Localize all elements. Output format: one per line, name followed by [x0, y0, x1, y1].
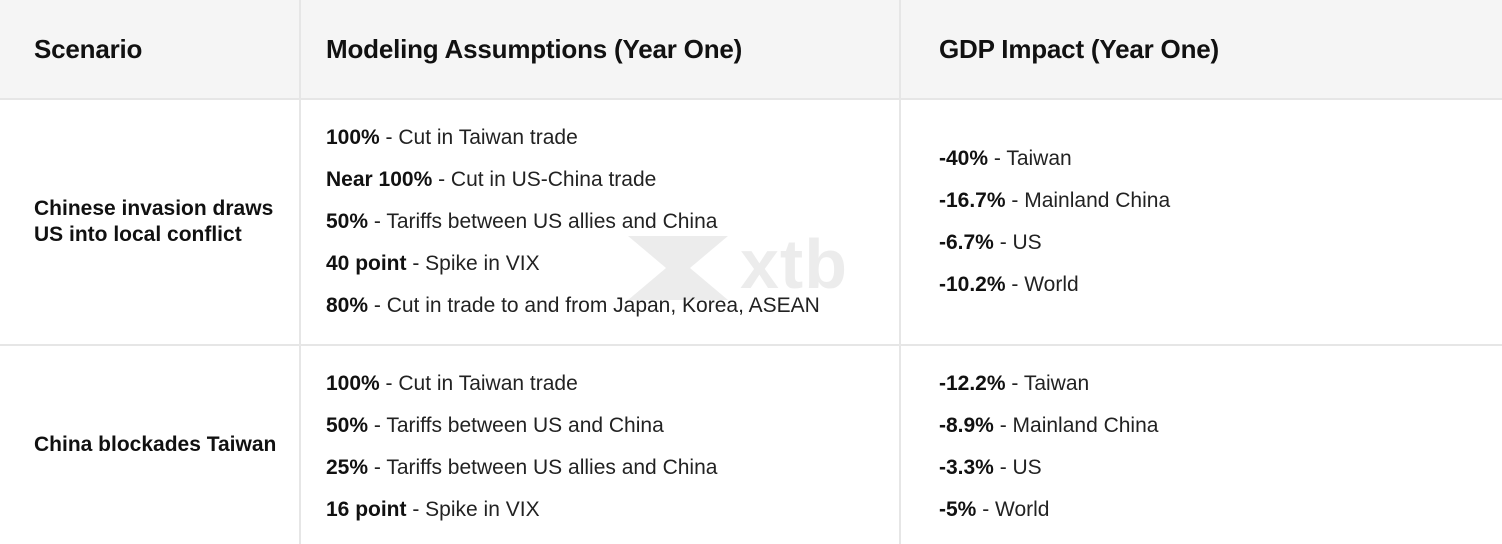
gdp-impact-cell: -12.2% - Taiwan -8.9% - Mainland China -…: [900, 345, 1502, 544]
impact-text: - Taiwan: [988, 147, 1072, 170]
impact-item: -6.7% - US: [939, 222, 1502, 264]
impact-item: -10.2% - World: [939, 264, 1502, 306]
impact-item: -40% - Taiwan: [939, 138, 1502, 180]
assumption-item: 80% - Cut in trade to and from Japan, Ko…: [326, 285, 899, 327]
impact-text: - Taiwan: [1005, 372, 1090, 395]
assumption-value: 50%: [326, 414, 369, 437]
impact-value: -6.7%: [939, 231, 994, 254]
assumption-text: - Cut in Taiwan trade: [379, 372, 578, 395]
assumption-value: 40 point: [326, 252, 407, 275]
impact-text: - Mainland China: [1005, 189, 1171, 212]
table-body: Chinese invasion draws US into local con…: [0, 99, 1502, 544]
impact-text: - Mainland China: [993, 414, 1159, 437]
assumption-item: Near 100% - Cut in US-China trade: [326, 159, 899, 201]
header-scenario: Scenario: [0, 0, 301, 100]
impact-value: -12.2%: [939, 372, 1006, 395]
assumption-text: - Cut in Taiwan trade: [379, 126, 578, 149]
table-header: Scenario Modeling Assumptions (Year One)…: [0, 0, 1502, 100]
impact-item: -3.3% - US: [939, 447, 1502, 489]
impact-text: - World: [976, 498, 1050, 521]
assumption-value: 100%: [326, 372, 380, 395]
assumption-item: 25% - Tariffs between US allies and Chin…: [326, 447, 899, 489]
assumption-value: 80%: [326, 294, 369, 317]
assumptions-cell: 100% - Cut in Taiwan trade Near 100% - C…: [300, 99, 901, 346]
table-row: China blockades Taiwan 100% - Cut in Tai…: [0, 345, 1502, 544]
assumption-item: 16 point - Spike in VIX: [326, 489, 899, 531]
header-row: Scenario Modeling Assumptions (Year One)…: [0, 0, 1502, 100]
impact-value: -3.3%: [939, 456, 994, 479]
assumption-value: 16 point: [326, 498, 407, 521]
impact-value: -8.9%: [939, 414, 994, 437]
impact-value: -10.2%: [939, 273, 1006, 296]
assumption-text: - Spike in VIX: [406, 252, 540, 275]
assumption-item: 50% - Tariffs between US allies and Chin…: [326, 201, 899, 243]
impact-item: -12.2% - Taiwan: [939, 363, 1502, 405]
impact-value: -40%: [939, 147, 989, 170]
gdp-impact-cell: -40% - Taiwan -16.7% - Mainland China -6…: [900, 99, 1502, 346]
impact-text: - US: [993, 456, 1042, 479]
assumption-value: Near 100%: [326, 168, 433, 191]
assumption-value: 50%: [326, 210, 369, 233]
assumption-text: - Tariffs between US and China: [368, 414, 664, 437]
assumption-item: 50% - Tariffs between US and China: [326, 405, 899, 447]
assumption-value: 100%: [326, 126, 380, 149]
impact-value: -16.7%: [939, 189, 1006, 212]
impact-text: - World: [1005, 273, 1079, 296]
assumption-item: 100% - Cut in Taiwan trade: [326, 363, 899, 405]
table-row: Chinese invasion draws US into local con…: [0, 99, 1502, 346]
scenario-cell: China blockades Taiwan: [0, 345, 301, 544]
assumption-item: 40 point - Spike in VIX: [326, 243, 899, 285]
assumption-text: - Cut in trade to and from Japan, Korea,…: [368, 294, 820, 317]
assumptions-cell: 100% - Cut in Taiwan trade 50% - Tariffs…: [300, 345, 901, 544]
header-assumptions: Modeling Assumptions (Year One): [300, 0, 901, 100]
assumption-value: 25%: [326, 456, 369, 479]
impact-text: - US: [993, 231, 1042, 254]
impact-item: -16.7% - Mainland China: [939, 180, 1502, 222]
header-gdp-impact: GDP Impact (Year One): [900, 0, 1502, 100]
assumption-item: 100% - Cut in Taiwan trade: [326, 117, 899, 159]
impact-item: -8.9% - Mainland China: [939, 405, 1502, 447]
scenario-cell: Chinese invasion draws US into local con…: [0, 99, 301, 346]
assumption-text: - Tariffs between US allies and China: [368, 210, 718, 233]
impact-value: -5%: [939, 498, 977, 521]
assumption-text: - Tariffs between US allies and China: [368, 456, 718, 479]
impact-item: -5% - World: [939, 489, 1502, 531]
assumption-text: - Spike in VIX: [406, 498, 540, 521]
assumption-text: - Cut in US-China trade: [432, 168, 657, 191]
